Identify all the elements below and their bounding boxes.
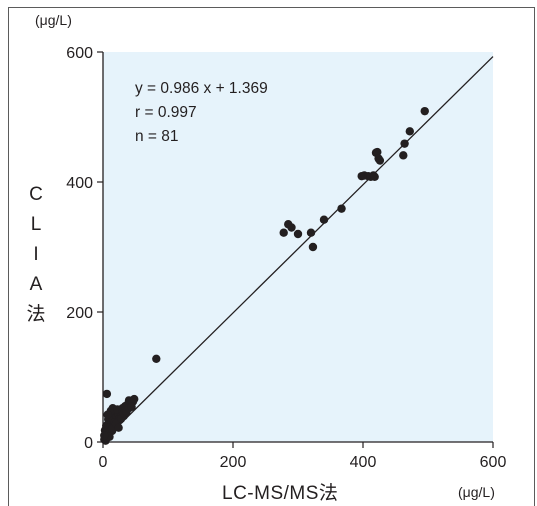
y-axis-title-char: A — [29, 274, 43, 295]
y-axis-title-char: L — [30, 214, 42, 235]
y-tick-label: 0 — [84, 435, 93, 452]
x-tick-label: 0 — [99, 454, 108, 471]
data-point — [400, 139, 409, 148]
y-axis-title-char: C — [29, 184, 43, 205]
n-annotation: n = 81 — [135, 128, 179, 145]
data-point — [287, 223, 296, 232]
x-tick-label: 600 — [480, 454, 507, 471]
data-point — [373, 147, 382, 157]
data-point — [279, 228, 288, 237]
y-tick-label: 600 — [66, 45, 93, 62]
regression-line — [102, 56, 494, 442]
y-axis-unit: (μg/L) — [35, 12, 72, 28]
data-point — [420, 106, 429, 116]
data-point — [127, 402, 136, 412]
y-axis-title-char: I — [33, 244, 39, 265]
x-axis-unit: (μg/L) — [458, 484, 495, 500]
equation-annotation: y = 0.986 x + 1.369 — [135, 80, 268, 97]
data-point — [103, 410, 112, 419]
data-point — [114, 423, 123, 432]
data-point — [293, 229, 303, 239]
y-tick-label: 200 — [66, 305, 93, 322]
data-point — [152, 354, 161, 363]
data-point — [370, 172, 379, 181]
x-tick-label: 400 — [350, 454, 377, 471]
data-point — [306, 228, 316, 237]
data-point — [337, 204, 346, 213]
y-axis-title-char: 法 — [26, 304, 46, 325]
data-point — [399, 151, 408, 160]
data-point — [102, 389, 112, 399]
x-axis-title: LC-MS/MS法 — [222, 483, 339, 504]
data-point — [308, 242, 318, 252]
data-point — [405, 127, 414, 136]
data-point — [130, 394, 139, 404]
x-tick-label: 200 — [220, 454, 247, 471]
data-point — [319, 215, 329, 224]
data-point — [375, 156, 385, 165]
y-axis-title: C L I A 法 — [24, 180, 48, 330]
data-point — [100, 431, 109, 440]
r-annotation: r = 0.997 — [135, 104, 197, 121]
y-tick-label: 400 — [66, 175, 93, 192]
